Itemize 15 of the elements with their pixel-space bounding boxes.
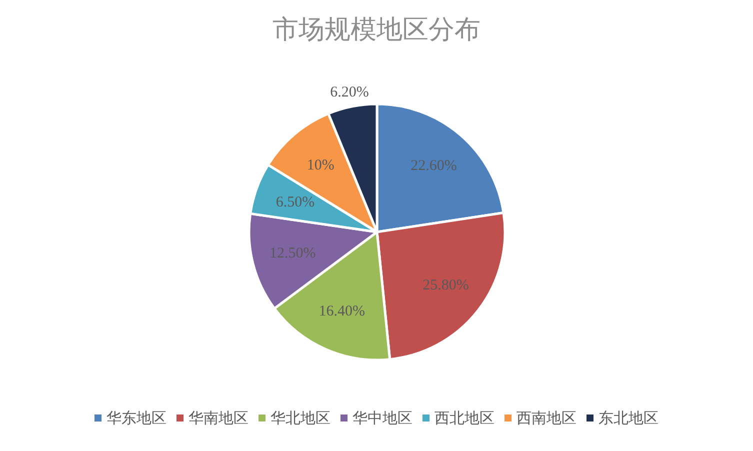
- legend-label: 华北地区: [270, 409, 330, 427]
- chart-title: 市场规模地区分布: [272, 15, 480, 45]
- legend-label: 西北地区: [434, 409, 494, 427]
- legend-label: 西南地区: [516, 409, 576, 427]
- legend-label: 华东地区: [106, 409, 166, 427]
- legend-label: 华中地区: [352, 409, 412, 427]
- legend-label: 东北地区: [598, 409, 658, 427]
- data-label: 6.20%: [330, 84, 369, 101]
- data-label: 6.50%: [276, 194, 315, 210]
- data-label: 22.60%: [410, 158, 457, 174]
- legend-label: 华南地区: [188, 409, 248, 427]
- data-label: 25.80%: [422, 277, 469, 294]
- data-label: 16.40%: [318, 304, 366, 320]
- data-label: 10%: [306, 158, 334, 174]
- data-label: 12.50%: [270, 245, 316, 262]
